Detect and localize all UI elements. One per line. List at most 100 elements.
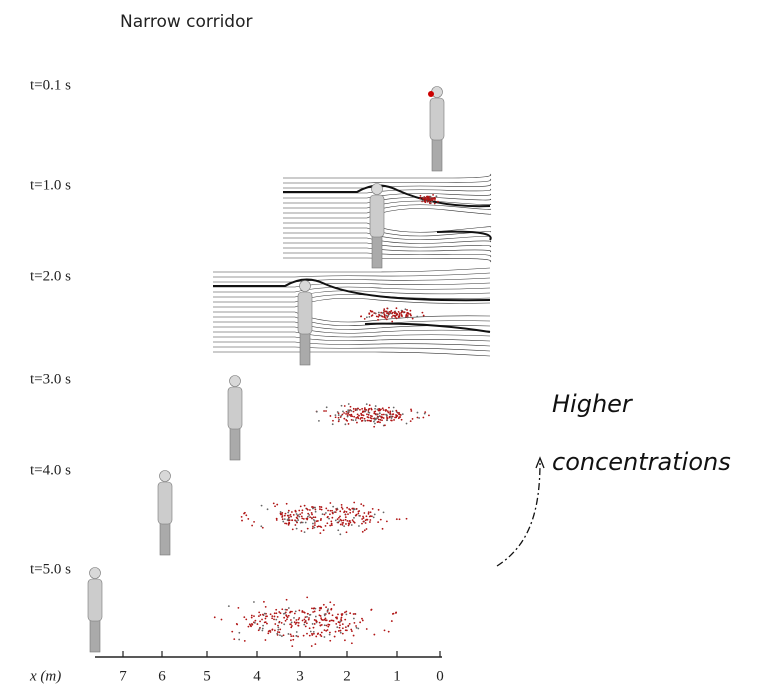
- particle: [358, 510, 361, 512]
- particle: [337, 414, 340, 416]
- particle: [245, 514, 248, 517]
- particle: [278, 611, 281, 613]
- particle: [324, 524, 327, 527]
- particle: [348, 520, 351, 523]
- particle: [241, 519, 243, 522]
- particle: [344, 618, 347, 621]
- person-legs: [431, 135, 443, 172]
- particle: [345, 531, 348, 534]
- particle: [329, 524, 332, 527]
- particle: [364, 522, 367, 524]
- particle: [391, 311, 394, 314]
- particle: [323, 513, 326, 516]
- person-head: [89, 567, 101, 579]
- particle: [332, 505, 335, 508]
- person: [429, 86, 445, 172]
- particle: [350, 409, 353, 412]
- particle: [259, 620, 261, 623]
- particle: [282, 612, 285, 615]
- particle: [250, 625, 252, 628]
- particle: [411, 418, 414, 420]
- particle: [380, 311, 383, 314]
- particle: [318, 419, 320, 422]
- particle: [366, 416, 369, 418]
- particle: [395, 409, 398, 412]
- streamline: [283, 178, 492, 184]
- particle: [324, 617, 327, 620]
- particle: [421, 311, 424, 314]
- particle: [375, 413, 378, 416]
- particle: [405, 313, 408, 316]
- particle: [257, 615, 260, 617]
- particle: [424, 199, 427, 201]
- particle: [319, 615, 322, 617]
- particle: [363, 408, 366, 411]
- particle: [369, 521, 371, 523]
- particle: [421, 199, 424, 202]
- particle-cloud: [213, 596, 398, 648]
- particle: [346, 411, 349, 414]
- particle: [360, 315, 362, 318]
- particle: [361, 617, 363, 620]
- particle: [323, 410, 325, 412]
- particle: [365, 528, 368, 530]
- particle: [339, 523, 342, 526]
- particle: [366, 419, 369, 422]
- particle: [347, 412, 349, 415]
- particle: [338, 626, 341, 629]
- particle: [308, 627, 311, 630]
- particle: [341, 523, 344, 526]
- particle: [304, 619, 307, 622]
- particle: [285, 614, 288, 617]
- particle: [346, 414, 349, 417]
- particle: [330, 522, 333, 525]
- particle: [399, 416, 402, 418]
- person-body: [297, 291, 313, 335]
- particle: [368, 515, 371, 518]
- particle: [434, 197, 436, 200]
- particle: [313, 524, 316, 526]
- particle: [351, 507, 354, 510]
- particle: [301, 517, 304, 520]
- particle: [426, 200, 429, 203]
- particle: [258, 611, 261, 614]
- particle: [332, 419, 334, 422]
- particle: [310, 512, 313, 514]
- particle: [286, 618, 288, 621]
- particle: [330, 619, 333, 622]
- axis-ticks: 7 6 5 4 3 2 1 0: [119, 651, 444, 684]
- particle: [354, 514, 357, 517]
- particle: [347, 524, 350, 527]
- particle: [307, 618, 310, 621]
- particle: [220, 618, 223, 621]
- particle: [301, 610, 304, 612]
- particle: [365, 628, 368, 630]
- particle: [388, 406, 390, 409]
- particle: [312, 631, 315, 633]
- tick-label: 3: [296, 668, 304, 684]
- particle: [247, 518, 250, 520]
- particle: [401, 413, 404, 415]
- particle: [339, 533, 342, 536]
- particle: [329, 639, 332, 642]
- particle: [293, 621, 296, 624]
- particle: [382, 417, 385, 419]
- particle: [337, 613, 339, 616]
- particle: [317, 525, 320, 528]
- particle: [345, 413, 347, 415]
- particle: [259, 614, 262, 616]
- particle: [295, 634, 298, 637]
- particle: [396, 313, 399, 316]
- particle: [350, 418, 353, 421]
- particle: [406, 309, 408, 311]
- particle: [344, 639, 346, 642]
- particle: [382, 409, 385, 411]
- particle: [395, 518, 398, 521]
- particle: [331, 516, 334, 519]
- particle: [264, 617, 267, 620]
- particle: [385, 520, 388, 523]
- particle: [373, 420, 375, 423]
- particle: [350, 642, 353, 645]
- particle: [237, 606, 240, 609]
- particle: [310, 645, 313, 647]
